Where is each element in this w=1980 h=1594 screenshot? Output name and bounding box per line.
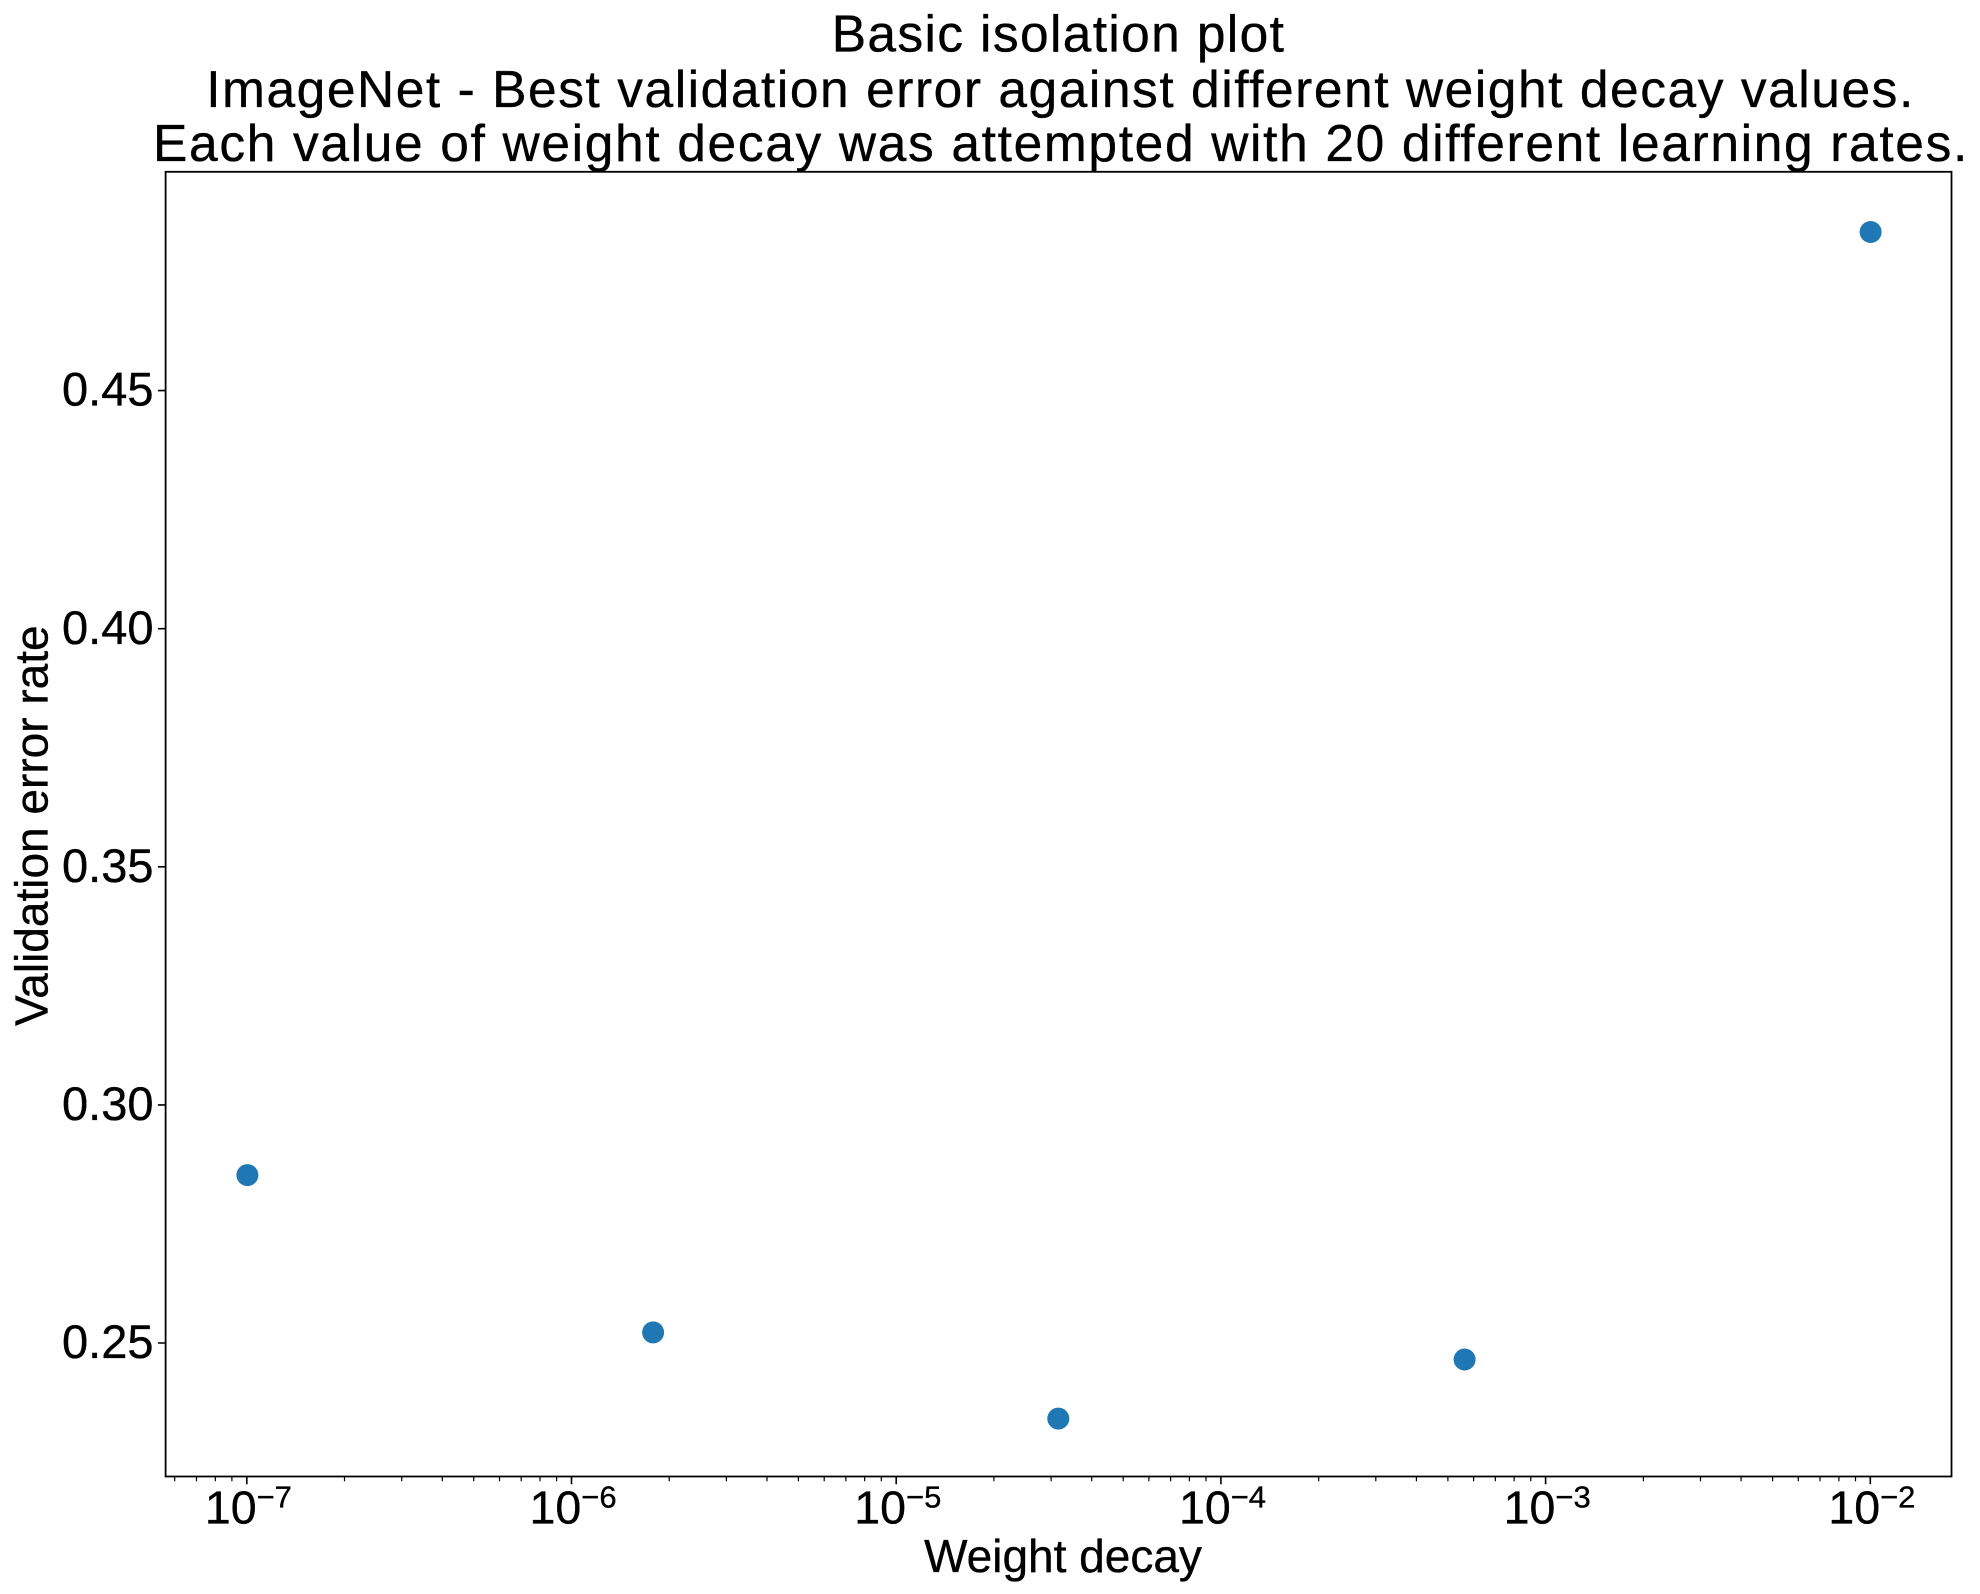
svg-text:0.40: 0.40 bbox=[62, 601, 153, 654]
svg-text:10−7: 10−7 bbox=[205, 1479, 292, 1533]
svg-text:Validation error rate: Validation error rate bbox=[5, 625, 57, 1026]
svg-text:0.25: 0.25 bbox=[62, 1315, 153, 1368]
svg-text:0.45: 0.45 bbox=[62, 363, 153, 416]
svg-text:Each value of weight decay was: Each value of weight decay was attempted… bbox=[153, 114, 1969, 172]
svg-text:ImageNet - Best validation err: ImageNet - Best validation error against… bbox=[206, 60, 1915, 118]
svg-text:Weight decay: Weight decay bbox=[924, 1530, 1202, 1582]
svg-text:10−6: 10−6 bbox=[530, 1479, 617, 1533]
svg-text:Basic isolation plot: Basic isolation plot bbox=[832, 5, 1286, 63]
svg-text:0.35: 0.35 bbox=[62, 839, 153, 892]
svg-text:0.30: 0.30 bbox=[62, 1077, 153, 1130]
svg-text:10−5: 10−5 bbox=[854, 1479, 941, 1533]
